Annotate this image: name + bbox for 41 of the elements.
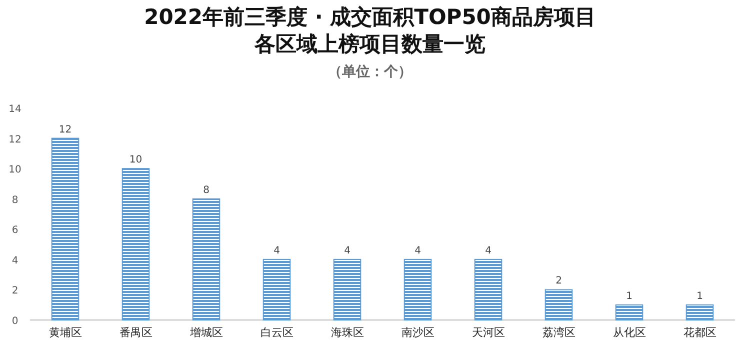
data-label: 12 xyxy=(58,124,72,136)
y-tick-label: 10 xyxy=(8,164,22,176)
x-tick-label: 花都区 xyxy=(683,326,716,339)
bar xyxy=(544,289,573,320)
x-tick-label: 从化区 xyxy=(612,326,646,339)
y-tick-label: 4 xyxy=(12,255,18,266)
data-label: 2 xyxy=(556,276,562,287)
data-label: 4 xyxy=(485,245,492,256)
data-label: 4 xyxy=(414,245,421,256)
bar xyxy=(51,138,80,320)
x-tick-label: 荔湾区 xyxy=(542,326,576,339)
y-tick-label: 6 xyxy=(12,225,18,236)
x-tick-label: 天河区 xyxy=(472,326,505,339)
bar xyxy=(686,304,714,320)
y-tick-label: 8 xyxy=(12,194,18,206)
x-tick-label: 增城区 xyxy=(188,326,223,339)
bar xyxy=(474,258,502,320)
x-tick-label: 白云区 xyxy=(260,326,294,339)
y-tick-label: 0 xyxy=(12,316,18,327)
bar xyxy=(333,258,362,320)
chart-title: 2022年前三季度 · 成交面积TOP50商品房项目 xyxy=(144,5,596,29)
bar xyxy=(615,304,644,320)
data-label: 10 xyxy=(129,154,142,166)
bar xyxy=(122,168,150,320)
bar xyxy=(404,258,432,320)
text: （单位：个） xyxy=(328,64,412,80)
x-tick-label: 黄埔区 xyxy=(48,326,82,339)
x-tick-label: 海珠区 xyxy=(330,326,364,339)
bar xyxy=(192,198,220,320)
x-tick-label: 南沙区 xyxy=(401,326,434,339)
y-tick-label: 12 xyxy=(8,134,22,146)
data-label: 8 xyxy=(203,184,210,196)
chart-subtitle: 各区域上榜项目数量一览 xyxy=(254,32,486,56)
data-label: 4 xyxy=(344,245,350,256)
x-tick-label: 番禺区 xyxy=(119,326,152,339)
data-label: 1 xyxy=(696,290,703,302)
data-label: 4 xyxy=(274,245,280,256)
y-tick-label: 2 xyxy=(12,286,18,297)
y-tick-label: 14 xyxy=(8,104,22,115)
data-label: 1 xyxy=(626,290,632,302)
bar xyxy=(262,258,291,320)
